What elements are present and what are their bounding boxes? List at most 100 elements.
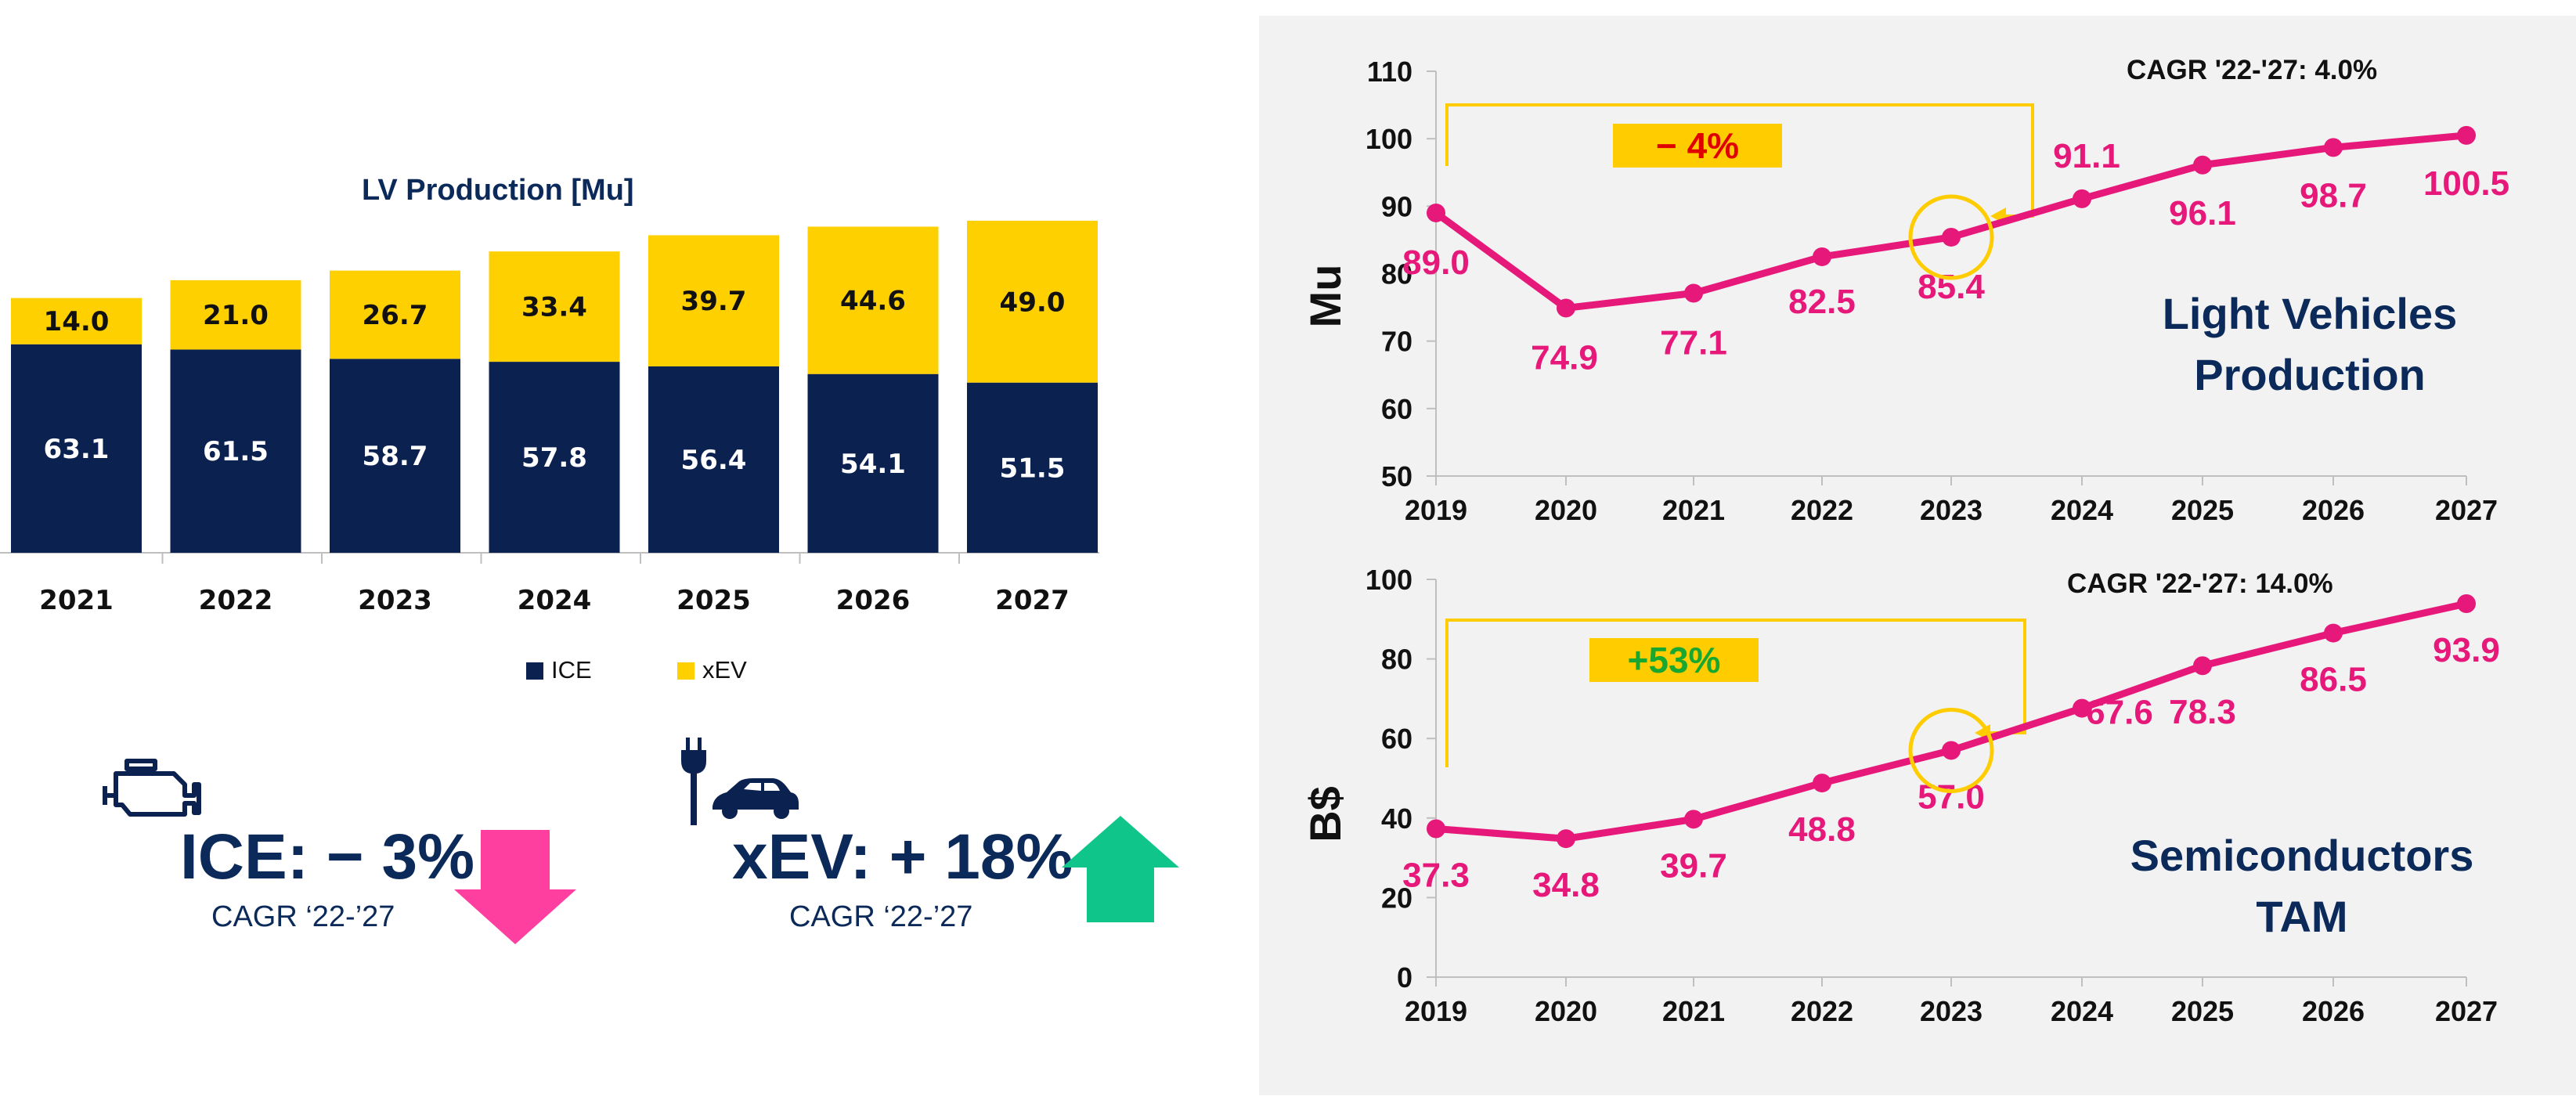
bar-ice-label: 61.5 <box>203 436 269 467</box>
bar-chart-title: LV Production [Mu] <box>362 174 634 207</box>
bar-xev-label: 21.0 <box>203 300 269 331</box>
plug-car-icon <box>681 738 799 825</box>
ice-cagr-value: ICE: − 3% <box>180 821 474 894</box>
semi-y-tick: 80 <box>1381 644 1412 676</box>
bar-xev-2026 <box>807 226 939 374</box>
semi-point-2021 <box>1684 810 1703 829</box>
lv-point-2024 <box>2073 189 2091 208</box>
lv-point-2021 <box>1684 283 1703 303</box>
semi-point-2022 <box>1813 774 1831 793</box>
bar-xev-2024 <box>489 251 620 363</box>
semi-point-2025 <box>2193 656 2212 676</box>
lv-data-label: 100.5 <box>2423 164 2509 203</box>
lv-x-tick: 2024 <box>2051 494 2113 526</box>
lv-x-tick: 2020 <box>1535 494 1597 526</box>
lv-y-label: Mu <box>1301 265 1350 328</box>
semi-y-tick: 20 <box>1381 882 1412 914</box>
semi-title-line2: TAM <box>2256 892 2348 942</box>
bar-x-tick: 2021 <box>39 585 114 616</box>
legend-label-ice: ICE <box>551 656 592 684</box>
bar-ice-label: 54.1 <box>840 449 906 480</box>
lv-chart-title: Light Vehicles Production <box>2098 283 2521 406</box>
semi-x-tick: 2022 <box>1791 995 1853 1027</box>
lv-data-label: 89.0 <box>1402 243 1470 282</box>
semi-change-badge: +53% <box>1589 638 1759 682</box>
legend-swatch-ice <box>526 662 543 680</box>
semi-data-label: 37.3 <box>1402 857 1470 895</box>
bar-xev-label: 33.4 <box>521 292 587 323</box>
lv-y-tick: 50 <box>1381 460 1412 492</box>
bar-xev-2027 <box>967 220 1098 383</box>
bar-xev-2023 <box>330 270 460 359</box>
xev-cagr-number: + 18% <box>889 821 1073 893</box>
semi-point-2020 <box>1557 829 1575 849</box>
semi-data-label: 86.5 <box>2300 661 2367 699</box>
bar-x-tick: 2022 <box>199 585 273 616</box>
semi-point-2024 <box>2073 698 2091 718</box>
semi-point-2026 <box>2324 623 2343 643</box>
lv-y-tick: 70 <box>1381 326 1412 358</box>
lv-x-tick: 2019 <box>1405 494 1467 526</box>
semi-y-tick: 0 <box>1397 961 1412 994</box>
semi-x-tick: 2019 <box>1405 995 1467 1027</box>
semi-point-2023 <box>1942 741 1961 760</box>
lv-x-tick: 2023 <box>1920 494 1983 526</box>
semi-data-label: 34.8 <box>1532 866 1600 904</box>
bar-xev-label: 39.7 <box>681 286 747 317</box>
bar-ice-2022 <box>170 349 301 553</box>
legend-ice: ICE <box>526 656 592 684</box>
bar-xev-label: 26.7 <box>363 300 428 331</box>
lv-x-tick: 2027 <box>2435 494 2498 526</box>
bar-ice-2023 <box>330 359 460 553</box>
arrow-up-icon <box>1062 816 1179 922</box>
xev-cagr-label: xEV: <box>732 821 871 893</box>
semi-x-tick: 2024 <box>2051 995 2113 1027</box>
bar-xev-label: 49.0 <box>1000 287 1066 318</box>
ice-cagr-label: ICE: <box>180 821 308 893</box>
engine-icon <box>103 759 201 817</box>
xev-cagr-sub: CAGR ‘22-’27 <box>789 900 973 933</box>
legend-xev: xEV <box>677 656 747 684</box>
ice-cagr-sub: CAGR ‘22-’27 <box>211 900 395 933</box>
semi-y-tick: 40 <box>1381 803 1412 835</box>
bar-xev-2025 <box>648 235 779 366</box>
bar-ice-label: 57.8 <box>521 442 587 474</box>
bar-x-tick: 2023 <box>358 585 432 616</box>
bar-ice-label: 63.1 <box>44 434 110 465</box>
bar-x-tick: 2025 <box>676 585 751 616</box>
semi-point-2027 <box>2457 593 2476 613</box>
lv-data-label: 96.1 <box>2169 194 2236 233</box>
bar-xev-2021 <box>11 298 142 344</box>
semi-y-tick: 60 <box>1381 723 1412 755</box>
lv-data-label: 77.1 <box>1660 323 1727 362</box>
lv-change-badge: − 4% <box>1613 124 1782 168</box>
semi-x-tick: 2020 <box>1535 995 1597 1027</box>
semi-y-label: B$ <box>1301 786 1350 842</box>
ice-cagr-number: − 3% <box>326 821 474 893</box>
semi-data-label: 48.8 <box>1788 810 1856 849</box>
bar-x-tick: 2027 <box>995 585 1070 616</box>
semi-cagr-label: CAGR '22-'27: 14.0% <box>2067 568 2333 599</box>
lv-y-tick: 100 <box>1366 123 1412 155</box>
semi-chart-title: Semiconductors TAM <box>2083 825 2521 948</box>
bar-xev-label: 44.6 <box>840 286 906 317</box>
semi-x-tick: 2023 <box>1920 995 1983 1027</box>
legend-swatch-xev <box>677 662 695 680</box>
lv-title-line2: Production <box>2194 350 2426 400</box>
lv-point-2022 <box>1813 247 1831 266</box>
lv-point-2023 <box>1942 227 1961 247</box>
bar-ice-label: 51.5 <box>1000 453 1066 484</box>
bar-ice-2027 <box>967 382 1098 553</box>
lv-y-tick: 60 <box>1381 393 1412 425</box>
semi-data-label: 93.9 <box>2433 631 2500 669</box>
lv-x-tick: 2026 <box>2302 494 2365 526</box>
lv-data-label: 82.5 <box>1788 283 1856 321</box>
lv-x-tick: 2021 <box>1662 494 1725 526</box>
lv-data-label: 74.9 <box>1531 338 1598 377</box>
lv-highlight-circle <box>1908 194 1994 280</box>
semi-x-tick: 2021 <box>1662 995 1725 1027</box>
lv-point-2026 <box>2324 138 2343 157</box>
semi-data-label: 67.6 <box>2086 694 2153 732</box>
lv-point-2025 <box>2193 155 2212 175</box>
